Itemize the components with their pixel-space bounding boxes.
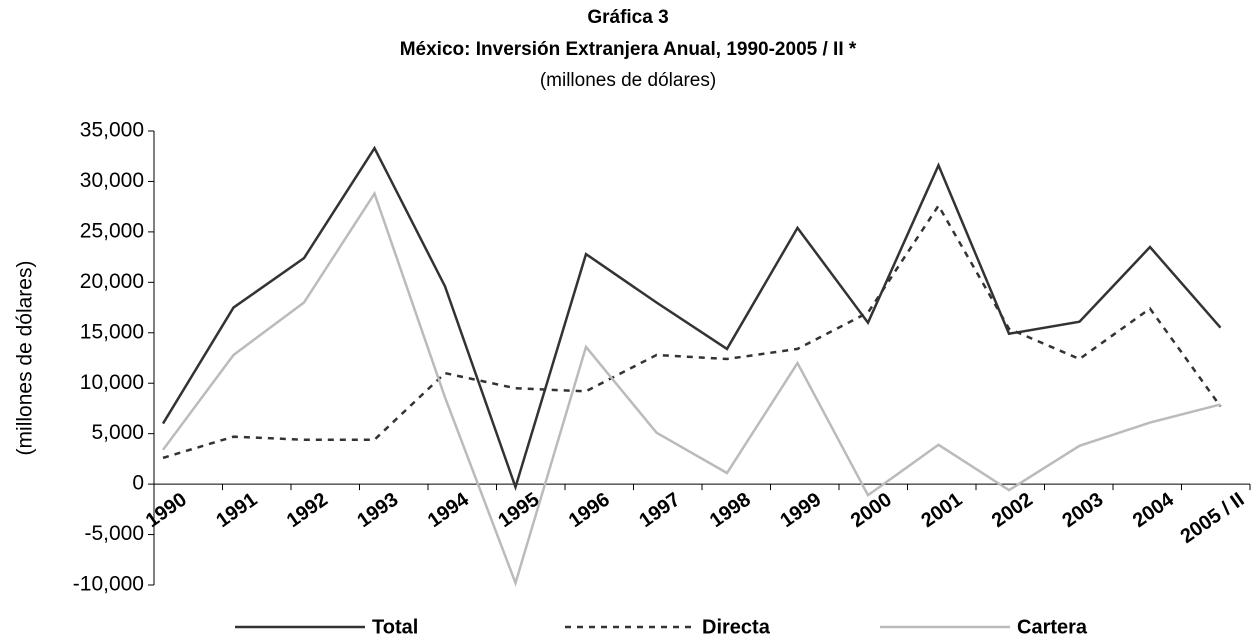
x-tick-label: 2001 [917,489,966,533]
x-tick-label: 1996 [565,489,614,533]
y-tick-label: 35,000 [80,119,144,142]
x-tick-label: 1997 [635,489,684,533]
y-tick-label: 30,000 [80,169,144,192]
y-tick-label: -10,000 [73,573,144,596]
x-tick-label: 1992 [283,489,332,533]
chart-subtitle: México: Inversión Extranjera Anual, 1990… [400,39,857,60]
x-tick-label: 2003 [1058,489,1107,533]
legend-label: Total [372,616,418,638]
x-tick-label: 1994 [424,488,474,532]
chart-subtitle: (millones de dólares) [540,70,716,91]
chart-title: Gráfica 3 [587,7,668,28]
x-tick-label: 2002 [988,489,1037,533]
y-tick-label: 5,000 [91,421,144,444]
x-tick-label: 1993 [353,489,402,533]
x-tick-label: 2004 [1129,488,1179,532]
y-tick-label: -5,000 [84,522,144,545]
line-series [162,203,1222,460]
line-series [161,190,1221,587]
x-tick-label: 1991 [212,489,261,533]
y-tick-label: 15,000 [80,320,144,343]
x-tick-label: 1999 [776,489,825,533]
y-tick-label: 0 [132,472,144,495]
x-tick-label: 2005 / II [1177,489,1249,548]
x-tick-label: 1990 [142,489,191,533]
x-tick-label: 1998 [706,489,755,533]
line-series [161,145,1222,492]
y-axis-label: (millones de dólares) [14,261,37,456]
x-tick-label: 2000 [847,489,896,533]
y-tick-label: 10,000 [80,371,144,394]
y-tick-label: 25,000 [80,219,144,242]
legend-label: Cartera [1017,616,1088,638]
legend-label: Directa [702,616,771,638]
y-tick-label: 20,000 [80,270,144,293]
